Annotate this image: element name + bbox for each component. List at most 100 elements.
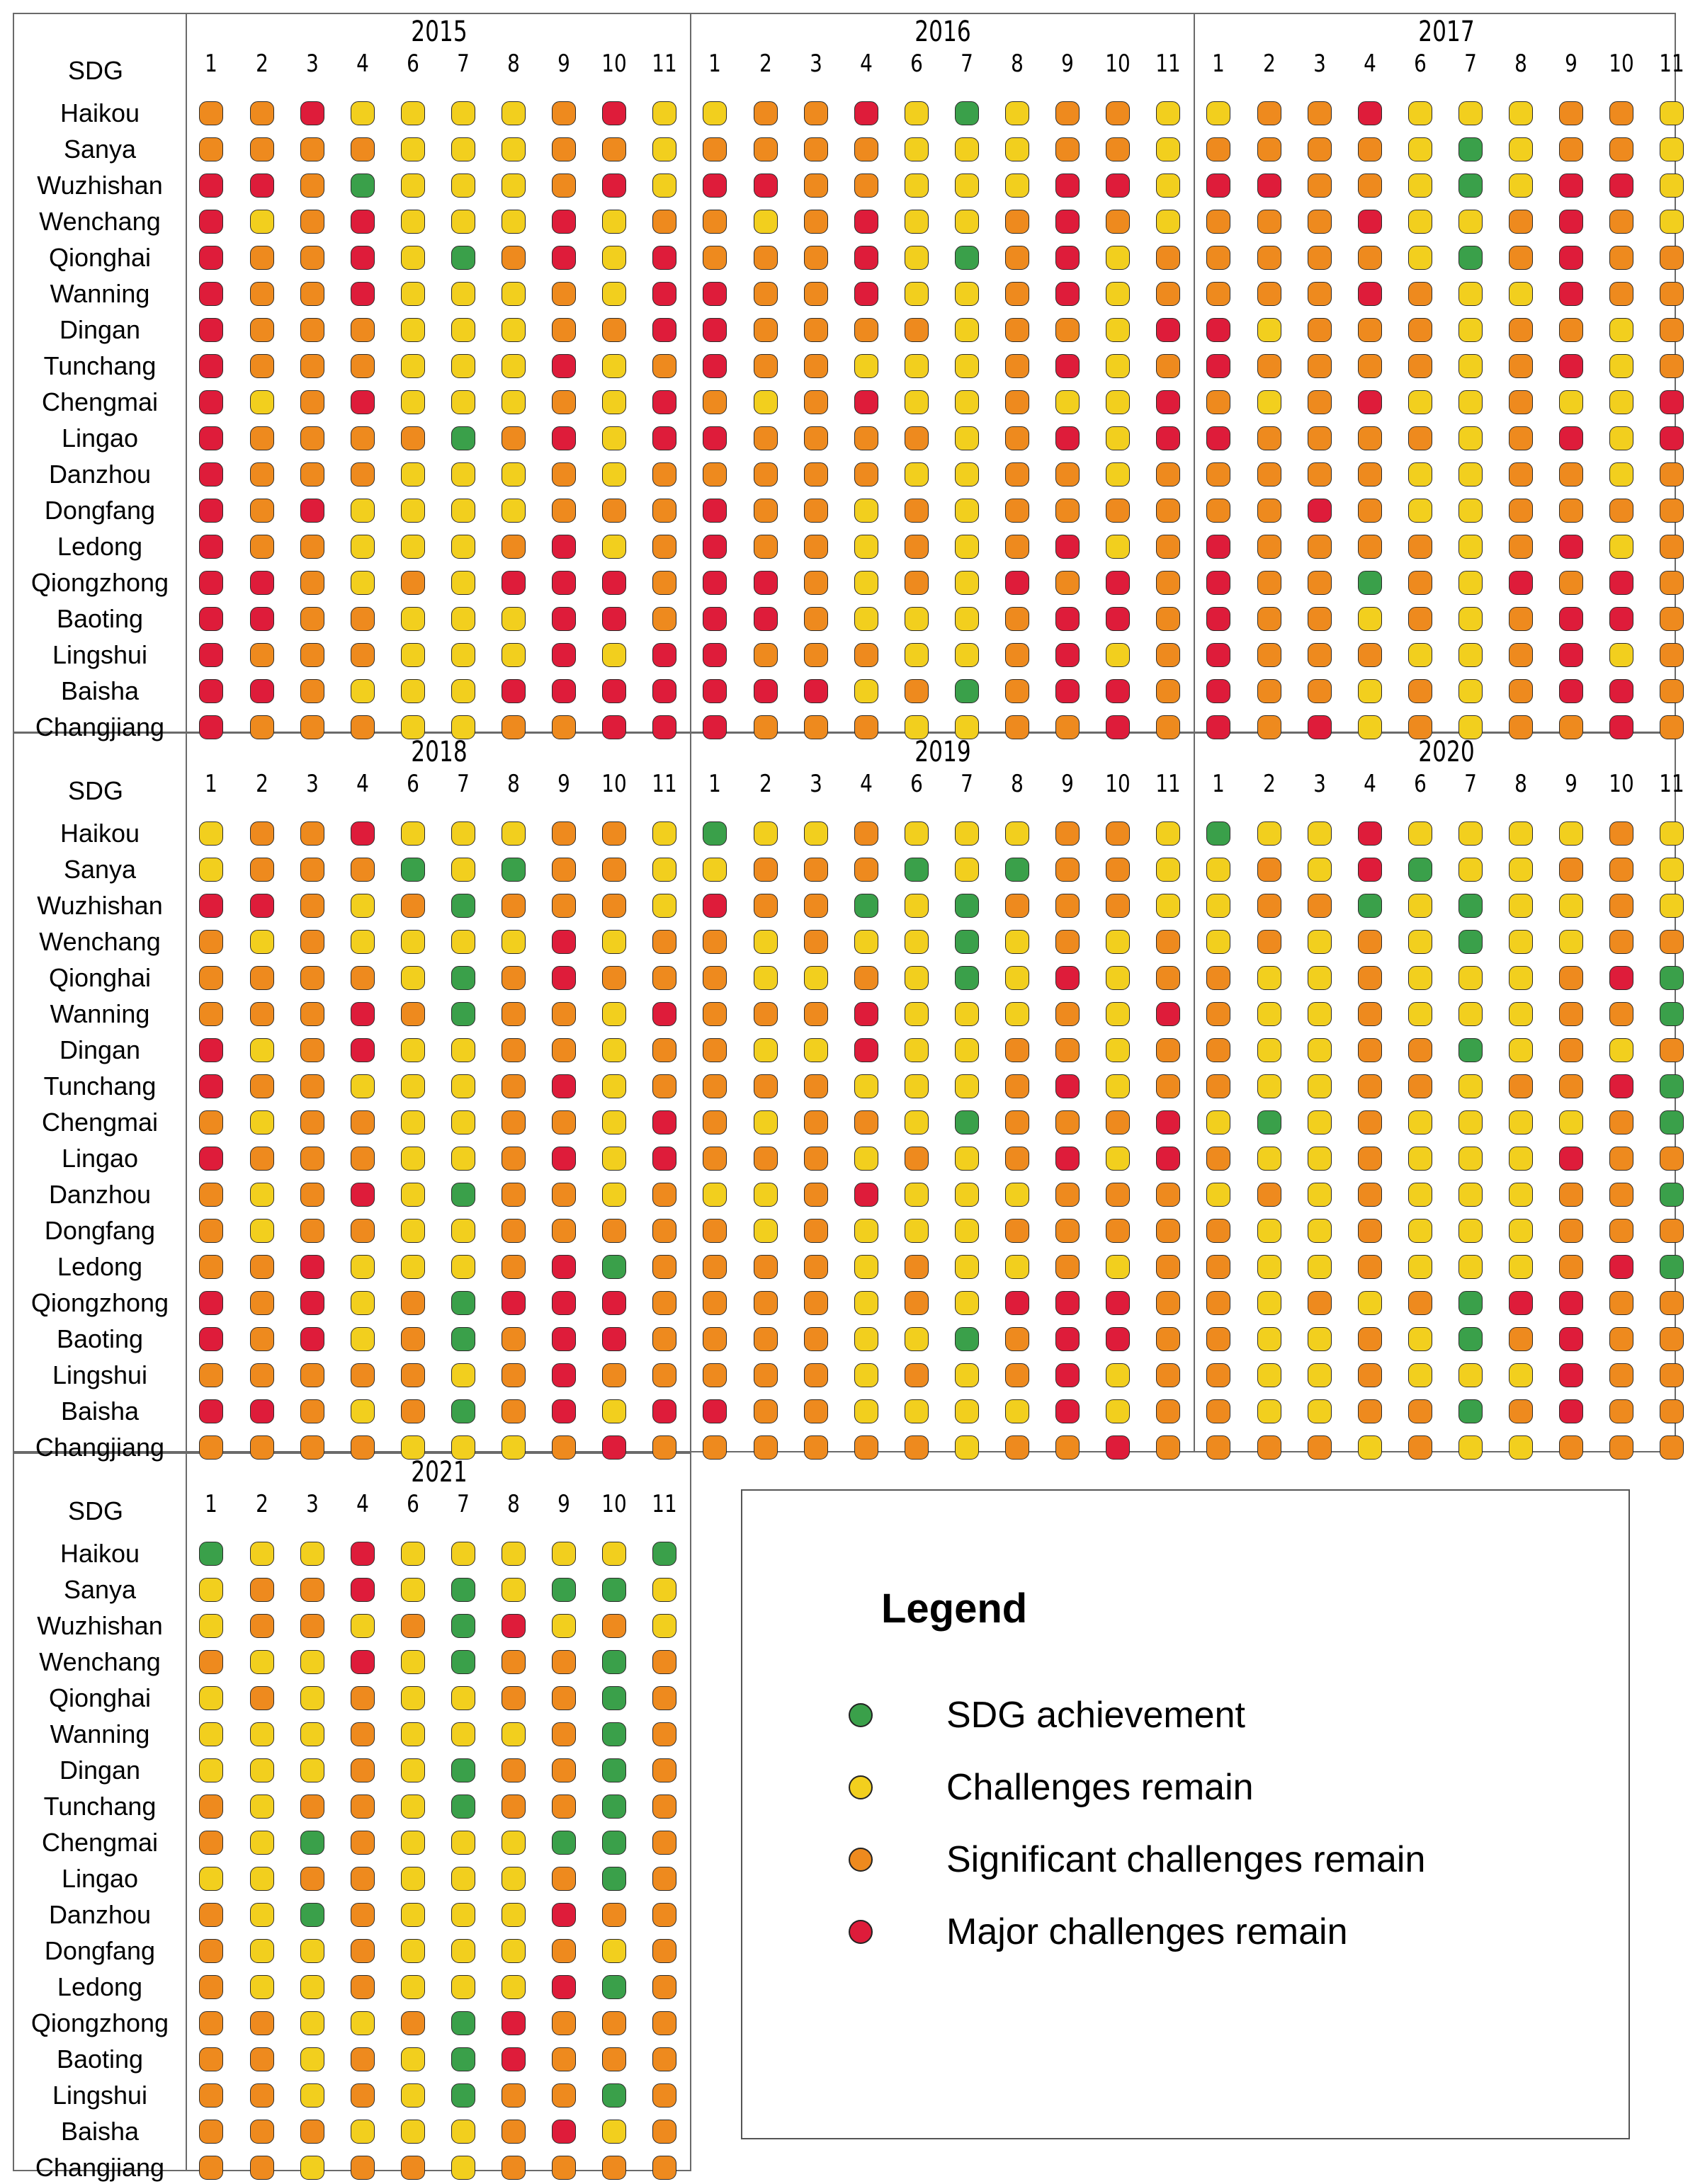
status-dot — [652, 1110, 676, 1134]
status-dot — [1308, 1110, 1332, 1134]
status-dot — [1156, 101, 1180, 125]
status-dot — [552, 821, 576, 846]
city-label: Haikou — [60, 1539, 140, 1568]
status-dot — [451, 1975, 475, 1999]
status-dot — [199, 643, 223, 667]
status-dot — [502, 1291, 526, 1315]
status-dot — [1257, 966, 1281, 990]
status-dot — [552, 1578, 576, 1602]
status-dot — [1458, 1110, 1483, 1134]
status-dot — [300, 1578, 324, 1602]
status-dot — [1055, 1074, 1080, 1098]
status-dot — [250, 2083, 274, 2108]
status-dot — [250, 390, 274, 414]
status-dot — [652, 462, 676, 487]
status-dot — [905, 1002, 929, 1026]
status-dot — [552, 1074, 576, 1098]
status-dot — [754, 1002, 778, 1026]
status-dot — [1609, 1291, 1633, 1315]
status-dot — [451, 1435, 475, 1460]
status-dot — [351, 246, 375, 270]
status-dot — [250, 137, 274, 161]
status-dot — [1358, 210, 1382, 234]
status-dot — [351, 1939, 375, 1963]
status-dot — [1206, 643, 1230, 667]
status-dot — [1106, 282, 1130, 306]
status-dot — [1609, 101, 1633, 125]
status-dot — [1005, 318, 1029, 342]
city-label: Sanya — [63, 1575, 137, 1604]
status-dot — [552, 1147, 576, 1171]
status-dot — [451, 499, 475, 523]
status-dot — [652, 930, 676, 954]
status-dot — [502, 1867, 526, 1891]
status-dot — [1509, 1219, 1533, 1243]
status-dot — [1358, 390, 1382, 414]
status-dot — [1308, 1002, 1332, 1026]
status-dot — [703, 858, 727, 882]
status-dot — [552, 1939, 576, 1963]
city-label: Lingao — [61, 1864, 139, 1893]
status-dot — [199, 1255, 223, 1279]
status-dot — [300, 1002, 324, 1026]
status-dot — [1609, 354, 1633, 378]
year-title: 2017 — [1418, 16, 1475, 48]
status-dot — [1005, 966, 1029, 990]
status-dot — [905, 1291, 929, 1315]
status-dot — [804, 858, 828, 882]
status-dot — [804, 1183, 828, 1207]
status-dot — [300, 390, 324, 414]
status-dot — [1358, 1074, 1382, 1098]
status-dot — [1206, 894, 1230, 918]
status-dot — [351, 1074, 375, 1098]
status-dot — [1509, 607, 1533, 631]
status-dot — [1308, 821, 1332, 846]
status-dot — [1308, 499, 1332, 523]
status-dot — [754, 1110, 778, 1134]
status-dot — [854, 1363, 878, 1387]
status-dot — [1106, 1074, 1130, 1098]
status-dot — [1106, 462, 1130, 487]
status-dot — [351, 1435, 375, 1460]
sdg-column-label: 1 — [1212, 770, 1225, 798]
status-dot — [300, 426, 324, 450]
status-dot — [1559, 462, 1583, 487]
sdg-column-label: 1 — [708, 50, 721, 78]
status-dot — [1609, 210, 1633, 234]
status-dot — [502, 2120, 526, 2144]
status-dot — [552, 426, 576, 450]
status-dot — [199, 966, 223, 990]
status-dot — [955, 571, 979, 595]
status-dot — [804, 821, 828, 846]
city-label: Wuzhishan — [37, 891, 163, 920]
status-dot — [1408, 1038, 1432, 1062]
status-dot — [552, 1110, 576, 1134]
status-dot — [1055, 1002, 1080, 1026]
status-dot — [199, 1363, 223, 1387]
status-dot — [1358, 174, 1382, 198]
status-dot — [1509, 930, 1533, 954]
status-dot — [1509, 1002, 1533, 1026]
status-dot — [1055, 1399, 1080, 1423]
status-dot — [250, 679, 274, 703]
sdg-column-label: 9 — [557, 1490, 570, 1518]
status-dot — [905, 715, 929, 739]
status-dot — [905, 1038, 929, 1062]
status-dot — [300, 1975, 324, 1999]
status-dot — [804, 1363, 828, 1387]
status-dot — [652, 1219, 676, 1243]
status-dot — [955, 137, 979, 161]
legend-title: Legend — [881, 1586, 1028, 1632]
status-dot — [754, 1219, 778, 1243]
status-dot — [351, 1363, 375, 1387]
status-dot — [502, 462, 526, 487]
sdg-column-label: 8 — [1011, 770, 1024, 798]
status-dot — [552, 2047, 576, 2071]
status-dot — [1408, 1147, 1432, 1171]
status-dot — [300, 1435, 324, 1460]
sdg-column-label: 9 — [557, 770, 570, 798]
status-dot — [1206, 210, 1230, 234]
status-dot — [1458, 821, 1483, 846]
status-dot — [300, 1867, 324, 1891]
status-dot — [1257, 1363, 1281, 1387]
